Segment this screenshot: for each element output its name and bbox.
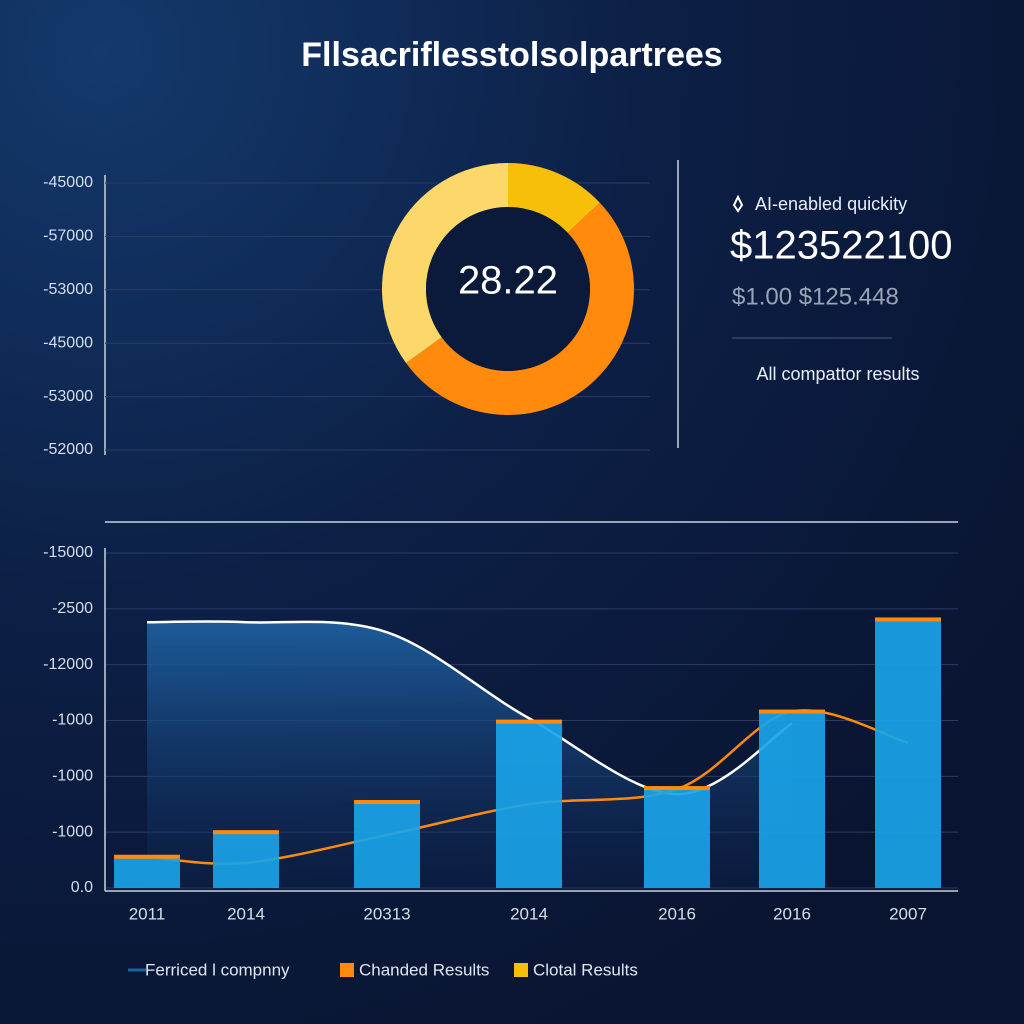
donut-hole: [426, 207, 590, 371]
bar: [114, 856, 180, 888]
donut-slice: [382, 163, 508, 364]
area-fill: [147, 621, 792, 888]
y-tick-label: 0.0: [71, 879, 93, 896]
legend-label: Ferriced l compnny: [145, 960, 290, 979]
bar: [644, 788, 710, 888]
x-tick-label: 2014: [510, 904, 548, 923]
y-tick-label: -52000: [43, 441, 93, 458]
x-tick-label: 2007: [889, 904, 927, 923]
donut-slice: [508, 163, 600, 233]
x-tick-label: 2011: [129, 904, 166, 923]
legend-label: Chanded Results: [359, 960, 489, 979]
y-tick-label: -45000: [43, 174, 93, 191]
legend-swatch: [514, 963, 528, 977]
donut-slice: [406, 202, 635, 416]
panel-note: All compattor results: [756, 364, 919, 384]
x-tick-label: 2016: [658, 904, 696, 923]
bar-cap: [875, 617, 941, 622]
legend-swatch: [340, 963, 354, 977]
panel-sub: $1.00 $125.448: [732, 283, 899, 310]
x-tick-label: 2016: [773, 904, 811, 923]
bar: [213, 832, 279, 888]
y-tick-label: -53000: [43, 281, 93, 298]
legend-label: Clotal Results: [533, 960, 638, 979]
y-tick-label: -45000: [43, 334, 93, 351]
bar: [875, 619, 941, 888]
y-tick-label: -12000: [43, 656, 93, 673]
bar-cap: [759, 709, 825, 714]
title: Fllsacriflesstolsolpartrees: [301, 36, 722, 74]
bar: [496, 721, 562, 888]
bar-cap: [213, 830, 279, 835]
bar-cap: [496, 719, 562, 724]
x-tick-label: 20313: [363, 904, 410, 923]
y-tick-label: -57000: [43, 228, 93, 245]
donut-center-label: 28.22: [458, 259, 558, 303]
bar-cap: [644, 786, 710, 791]
panel-value: $123522100: [730, 224, 952, 268]
y-tick-label: -15000: [43, 544, 93, 561]
y-tick-label: -1000: [52, 712, 93, 729]
y-tick-label: -1000: [52, 823, 93, 840]
bar: [354, 802, 420, 888]
y-tick-label: -53000: [43, 388, 93, 405]
bar-cap: [354, 800, 420, 805]
y-tick-label: -1000: [52, 768, 93, 785]
x-tick-label: 2014: [227, 904, 265, 923]
y-tick-label: -2500: [52, 600, 93, 617]
panel-label: AI-enabled quickity: [755, 194, 907, 214]
bar: [759, 711, 825, 888]
panel-icon: [732, 194, 744, 213]
bar-cap: [114, 854, 180, 859]
